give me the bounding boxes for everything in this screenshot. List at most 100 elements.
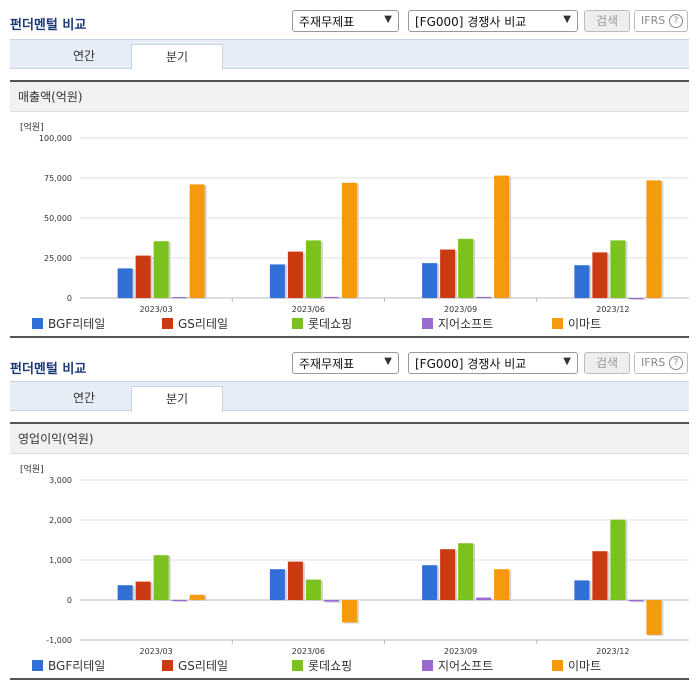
statement-select[interactable]: 주재무제표 ▼ <box>292 10 399 32</box>
legend-item[interactable]: 이마트 <box>552 315 601 332</box>
legend-item[interactable]: 지어소프트 <box>422 315 493 332</box>
bar-2023/09-GS리테일[interactable] <box>440 549 456 600</box>
legend-label: 롯데쇼핑 <box>308 317 353 331</box>
legend-item[interactable]: BGF리테일 <box>32 657 105 674</box>
bar-2023/03-지어소프트[interactable] <box>171 297 187 299</box>
search-button[interactable]: 검색 <box>584 10 630 32</box>
bar-shadow <box>325 601 341 603</box>
bar-2023/06-롯데쇼핑[interactable] <box>305 579 321 600</box>
section-title: 펀더멘털 비교 <box>10 18 87 33</box>
bar-shadow <box>478 297 494 299</box>
bar-2023/12-지어소프트[interactable] <box>628 298 644 299</box>
legend-item[interactable]: GS리테일 <box>162 657 228 674</box>
legend-label: 지어소프트 <box>438 317 494 331</box>
bar-2023/09-지어소프트[interactable] <box>476 597 492 600</box>
tab-quarterly[interactable]: 분기 <box>131 386 223 412</box>
y-tick-label: 0 <box>67 294 72 303</box>
bar-2023/03-이마트[interactable] <box>189 594 205 600</box>
bar-shadow <box>173 601 189 602</box>
bar-2023/03-BGF리테일[interactable] <box>117 268 133 298</box>
bar-2023/09-롯데쇼핑[interactable] <box>458 238 474 298</box>
bar-2023/12-GS리테일[interactable] <box>592 252 608 298</box>
bar-2023/09-지어소프트[interactable] <box>476 296 492 298</box>
legend-swatch <box>292 660 303 671</box>
y-tick-label: 3,000 <box>49 476 72 485</box>
revenue-chart: 0 25,000 50,000 75,000 100,000 2023/03 2023/06… <box>39 134 689 314</box>
ifrs-help-button[interactable]: IFRS ? <box>634 352 688 374</box>
bar-2023/03-이마트[interactable] <box>189 184 205 298</box>
bar-2023/09-롯데쇼핑[interactable] <box>458 543 474 600</box>
ifrs-help-button[interactable]: IFRS ? <box>634 10 688 32</box>
tab-annual[interactable]: 연간 <box>72 49 96 63</box>
y-tick-label: 25,000 <box>44 254 72 263</box>
bar-2023/06-BGF리테일[interactable] <box>269 569 285 600</box>
bar-2023/06-지어소프트[interactable] <box>323 296 339 298</box>
bar-2023/12-GS리테일[interactable] <box>592 551 608 600</box>
tab-quarterly[interactable]: 분기 <box>131 44 223 70</box>
bar-2023/09-GS리테일[interactable] <box>440 249 456 298</box>
legend-item[interactable]: 지어소프트 <box>422 657 493 674</box>
legend-swatch <box>552 318 563 329</box>
chart-legend: BGF리테일 GS리테일 롯데쇼핑 지어소프트 이마트 <box>10 315 689 331</box>
help-icon: ? <box>669 356 683 370</box>
legend-item[interactable]: 롯데쇼핑 <box>292 657 352 674</box>
bar-2023/12-지어소프트[interactable] <box>628 600 644 602</box>
bar-shadow <box>630 299 646 300</box>
chart-title: 매출액(억원) <box>10 82 689 112</box>
bar-2023/03-지어소프트[interactable] <box>171 600 187 601</box>
fundamental-section-1: 펀더멘털 비교 주재무제표 ▼ [FG000] 경쟁사 비교 ▼ 검색 IFRS… <box>10 10 689 338</box>
bar-2023/12-이마트[interactable] <box>646 600 662 635</box>
legend-swatch <box>32 318 43 329</box>
legend-swatch <box>552 660 563 671</box>
bar-2023/12-롯데쇼핑[interactable] <box>610 519 626 600</box>
legend-swatch <box>32 660 43 671</box>
bar-2023/06-이마트[interactable] <box>341 182 357 298</box>
bar-shadow <box>325 297 341 299</box>
bar-2023/06-이마트[interactable] <box>341 600 357 623</box>
search-button[interactable]: 검색 <box>584 352 630 374</box>
chart-title: 영업이익(억원) <box>10 424 689 454</box>
tab-annual[interactable]: 연간 <box>72 391 96 405</box>
x-tick-label: 2023/12 <box>596 647 629 656</box>
bar-2023/03-롯데쇼핑[interactable] <box>153 555 169 600</box>
x-tick-label: 2023/03 <box>140 647 173 656</box>
legend-label: 롯데쇼핑 <box>308 659 353 673</box>
legend-label: GS리테일 <box>178 659 229 673</box>
bar-2023/06-GS리테일[interactable] <box>287 251 303 298</box>
bar-2023/03-GS리테일[interactable] <box>135 581 151 600</box>
chart-legend: BGF리테일 GS리테일 롯데쇼핑 지어소프트 이마트 <box>10 657 689 673</box>
unit-label: [억원] <box>20 465 44 475</box>
bar-2023/03-BGF리테일[interactable] <box>117 585 133 600</box>
peer-select[interactable]: [FG000] 경쟁사 비교 ▼ <box>408 352 578 374</box>
y-tick-label: -1,000 <box>46 636 72 645</box>
bar-2023/12-이마트[interactable] <box>646 180 662 298</box>
legend-swatch <box>162 660 173 671</box>
bar-2023/12-롯데쇼핑[interactable] <box>610 240 626 298</box>
bar-2023/09-BGF리테일[interactable] <box>422 263 438 298</box>
bar-2023/03-GS리테일[interactable] <box>135 255 151 298</box>
x-tick-label: 2023/06 <box>292 647 325 656</box>
chevron-down-icon: ▼ <box>563 14 571 25</box>
bar-2023/09-BGF리테일[interactable] <box>422 565 438 600</box>
y-tick-label: 2,000 <box>49 516 72 525</box>
bar-2023/06-지어소프트[interactable] <box>323 600 339 602</box>
chevron-down-icon: ▼ <box>563 356 571 367</box>
bar-2023/06-롯데쇼핑[interactable] <box>305 240 321 298</box>
help-icon: ? <box>669 14 683 28</box>
legend-item[interactable]: 롯데쇼핑 <box>292 315 352 332</box>
bar-2023/06-BGF리테일[interactable] <box>269 264 285 298</box>
bar-2023/03-롯데쇼핑[interactable] <box>153 241 169 298</box>
period-tabs: 연간 분기 <box>10 39 689 70</box>
legend-label: BGF리테일 <box>48 317 106 331</box>
bar-2023/12-BGF리테일[interactable] <box>574 265 590 298</box>
bar-2023/09-이마트[interactable] <box>494 175 510 298</box>
y-tick-label: 50,000 <box>44 214 72 223</box>
bar-2023/09-이마트[interactable] <box>494 569 510 600</box>
legend-item[interactable]: 이마트 <box>552 657 601 674</box>
statement-select[interactable]: 주재무제표 ▼ <box>292 352 399 374</box>
bar-2023/06-GS리테일[interactable] <box>287 561 303 600</box>
peer-select[interactable]: [FG000] 경쟁사 비교 ▼ <box>408 10 578 32</box>
legend-item[interactable]: BGF리테일 <box>32 315 105 332</box>
legend-item[interactable]: GS리테일 <box>162 315 228 332</box>
bar-2023/12-BGF리테일[interactable] <box>574 580 590 600</box>
